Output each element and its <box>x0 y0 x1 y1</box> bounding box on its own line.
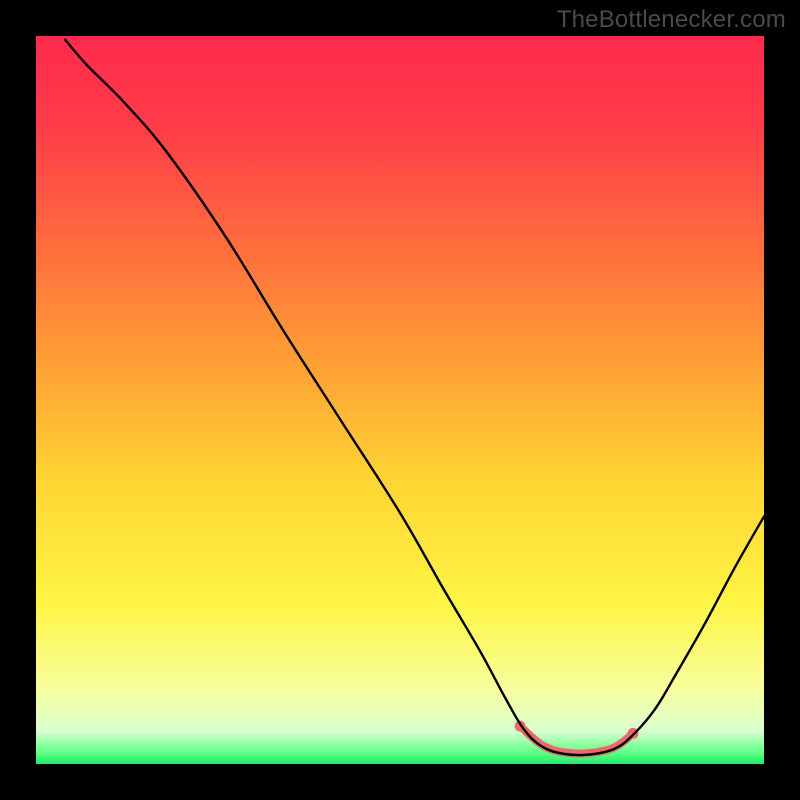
chart-svg <box>0 0 800 800</box>
plot-gradient-bg <box>36 36 764 764</box>
watermark-text: TheBottlenecker.com <box>557 6 786 34</box>
outer-border <box>0 0 800 800</box>
plot-area <box>36 36 764 764</box>
chart-frame: TheBottlenecker.com <box>0 0 800 800</box>
